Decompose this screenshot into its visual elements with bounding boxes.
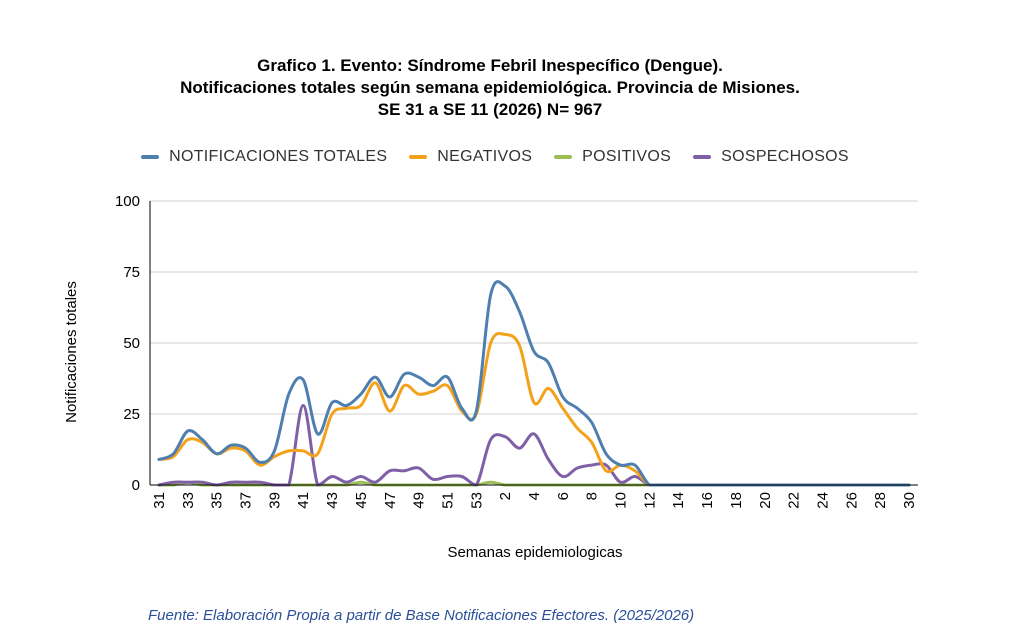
x-tick-label-4: 4 xyxy=(526,492,543,500)
legend-swatch-sospechosos xyxy=(693,155,712,159)
x-axis-label: Semanas epidemiologicas xyxy=(447,544,622,561)
x-tick-label-14: 14 xyxy=(670,492,687,509)
x-tick-label-39: 39 xyxy=(266,492,283,509)
series-line-totales xyxy=(157,280,911,487)
legend-label-totales: NOTIFICACIONES TOTALES xyxy=(169,148,388,165)
x-tick-label-51: 51 xyxy=(439,492,456,509)
legend-swatch-totales xyxy=(141,155,160,159)
chart-title: Grafico 1. Evento: Síndrome Febril Inesp… xyxy=(0,55,980,121)
legend-label-positivos: POSITIVOS xyxy=(582,148,672,165)
x-tick-label-24: 24 xyxy=(814,492,831,509)
legend-swatch-positivos xyxy=(554,155,573,159)
x-tick-label-33: 33 xyxy=(180,492,197,509)
chart-legend: NOTIFICACIONES TOTALES NEGATIVOS POSITIV… xyxy=(0,148,990,166)
chart-title-line-3: SE 31 a SE 11 (2026) N= 967 xyxy=(377,100,603,119)
x-tick-label-30: 30 xyxy=(901,492,918,509)
x-tick-label-41: 41 xyxy=(295,492,312,509)
chart-series xyxy=(157,280,911,487)
x-tick-label-37: 37 xyxy=(238,492,255,509)
x-tick-label-16: 16 xyxy=(699,492,716,509)
legend-swatch-negativos xyxy=(409,155,428,159)
x-tick-label-31: 31 xyxy=(151,492,168,509)
x-tick-label-26: 26 xyxy=(843,492,860,509)
x-tick-label-35: 35 xyxy=(209,492,226,509)
x-tick-label-45: 45 xyxy=(353,492,370,509)
series-line-negativos xyxy=(157,331,911,487)
x-tick-label-47: 47 xyxy=(382,492,399,509)
legend-item-negativos: NEGATIVOS xyxy=(409,148,532,166)
series-line-sospechosos xyxy=(157,404,911,487)
chart-grid xyxy=(150,200,918,415)
source-note: Fuente: Elaboración Propia a partir de B… xyxy=(148,607,695,624)
x-tick-label-18: 18 xyxy=(728,492,745,509)
y-tick-label-75: 75 xyxy=(123,264,140,281)
x-tick-label-49: 49 xyxy=(411,492,428,509)
x-tick-label-28: 28 xyxy=(872,492,889,509)
chart-title-line-2: Notificaciones totales según semana epid… xyxy=(180,78,800,97)
y-tick-label-50: 50 xyxy=(123,335,140,352)
x-tick-label-20: 20 xyxy=(757,492,774,509)
legend-item-positivos: POSITIVOS xyxy=(554,148,671,166)
x-tick-label-8: 8 xyxy=(584,492,601,500)
x-tick-label-43: 43 xyxy=(324,492,341,509)
legend-label-sospechosos: SOSPECHOSOS xyxy=(721,148,849,165)
chart-title-line-1: Grafico 1. Evento: Síndrome Febril Inesp… xyxy=(257,56,723,75)
x-tick-label-6: 6 xyxy=(555,492,572,500)
x-tick-label-2: 2 xyxy=(497,492,514,500)
x-tick-label-22: 22 xyxy=(786,492,803,509)
legend-item-totales: NOTIFICACIONES TOTALES xyxy=(141,148,387,166)
legend-item-sospechosos: SOSPECHOSOS xyxy=(693,148,849,166)
y-tick-label-100: 100 xyxy=(115,193,140,210)
x-tick-label-53: 53 xyxy=(468,492,485,509)
x-tick-label-10: 10 xyxy=(613,492,630,509)
y-tick-label-25: 25 xyxy=(123,406,140,423)
y-tick-label-0: 0 xyxy=(132,477,140,494)
x-tick-label-12: 12 xyxy=(641,492,658,509)
legend-label-negativos: NEGATIVOS xyxy=(437,148,533,165)
y-axis-label: Notificaciones totales xyxy=(63,281,80,423)
